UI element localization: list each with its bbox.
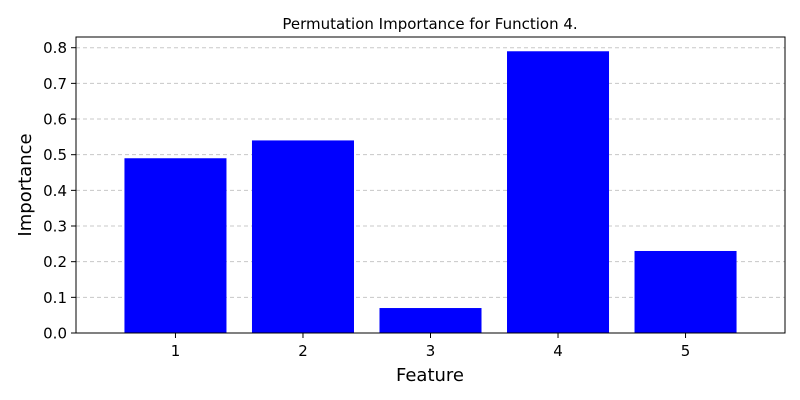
bar-feature-5	[634, 250, 737, 333]
bars	[124, 51, 737, 333]
y-axis-title: Importance	[15, 133, 36, 236]
y-tick-label: 0.4	[43, 182, 67, 200]
y-tick-label: 0.1	[43, 289, 67, 307]
x-axis-title: Feature	[396, 365, 464, 386]
y-tick-label: 0.3	[43, 218, 67, 236]
chart-title: Permutation Importance for Function 4.	[282, 15, 577, 33]
x-axis-ticks: 1 2 3 4 5	[171, 333, 691, 360]
y-tick-label: 0.8	[43, 39, 67, 57]
x-tick-label: 5	[681, 342, 691, 360]
bar-feature-3	[379, 308, 482, 333]
x-tick-label: 3	[426, 342, 436, 360]
y-tick-label: 0.5	[43, 146, 67, 164]
y-tick-label: 0.7	[43, 75, 67, 93]
y-tick-label: 0.2	[43, 253, 67, 271]
bar-feature-4	[507, 51, 610, 333]
y-tick-label: 0.6	[43, 111, 67, 129]
x-tick-label: 2	[298, 342, 308, 360]
y-axis-ticks: 0.0 0.1 0.2 0.3 0.4 0.5 0.6 0.7 0.8	[43, 39, 76, 343]
bar-feature-2	[251, 140, 354, 333]
bar-feature-1	[124, 158, 227, 333]
y-tick-label: 0.0	[43, 325, 67, 343]
x-tick-label: 1	[171, 342, 181, 360]
x-tick-label: 4	[553, 342, 563, 360]
